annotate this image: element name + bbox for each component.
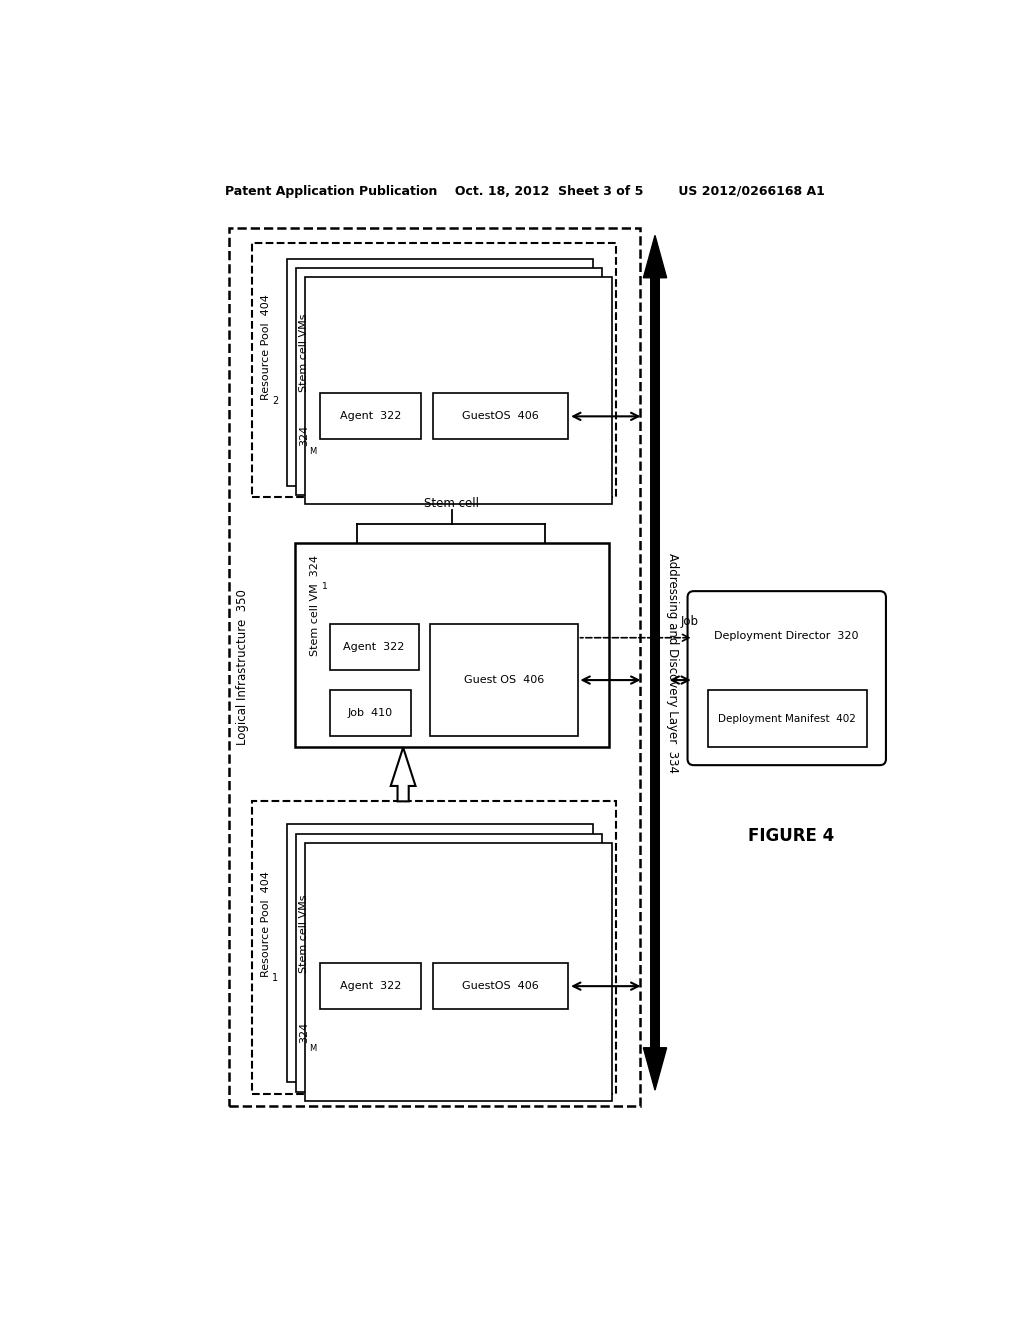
Bar [305,277,611,504]
Text: 1: 1 [272,973,279,983]
Text: Job: Job [681,615,698,628]
Text: Stem cell VMs: Stem cell VMs [299,314,309,392]
Bar [296,268,602,495]
Bar [432,393,568,440]
Text: Addressing and Discovery Layer  334: Addressing and Discovery Layer 334 [666,553,679,772]
Text: Resource Pool  404: Resource Pool 404 [261,294,271,400]
Text: 324: 324 [299,425,309,446]
Text: Stem cell VMs: Stem cell VMs [299,895,309,973]
Text: Deployment Director  320: Deployment Director 320 [715,631,859,640]
Text: GuestOS  406: GuestOS 406 [462,412,539,421]
Bar [432,964,568,1010]
Text: Agent  322: Agent 322 [340,981,401,991]
Bar [330,624,419,671]
Bar [650,277,659,1048]
Bar [305,843,611,1101]
Text: 324: 324 [299,1022,309,1043]
Bar [228,228,640,1106]
Text: Guest OS  406: Guest OS 406 [464,675,544,685]
Bar [252,801,616,1094]
Polygon shape [643,1048,667,1090]
Bar [295,544,608,747]
Text: Agent  322: Agent 322 [340,412,401,421]
Bar [287,259,593,486]
Text: 1: 1 [322,582,328,591]
Bar [252,243,616,498]
FancyBboxPatch shape [687,591,886,766]
Bar [321,964,421,1010]
Polygon shape [643,235,667,277]
Bar [330,689,411,737]
Text: Deployment Manifest  402: Deployment Manifest 402 [718,714,856,723]
Text: Job  410: Job 410 [347,708,393,718]
Text: 2: 2 [272,396,279,407]
Text: FIGURE 4: FIGURE 4 [748,828,834,845]
Text: Agent  322: Agent 322 [343,643,404,652]
Text: Patent Application Publication    Oct. 18, 2012  Sheet 3 of 5        US 2012/026: Patent Application Publication Oct. 18, … [225,185,824,198]
Bar [321,393,421,440]
Bar [430,624,578,737]
Text: M: M [309,1044,316,1053]
Text: GuestOS  406: GuestOS 406 [462,981,539,991]
FancyArrow shape [391,747,416,801]
Text: Logical Infrastructure  350: Logical Infrastructure 350 [237,589,249,744]
Bar [296,834,602,1092]
Bar [708,689,866,747]
Text: Resource Pool  404: Resource Pool 404 [261,871,271,978]
Text: Stem cell VM  324: Stem cell VM 324 [310,554,321,656]
Bar [287,825,593,1082]
Text: M: M [309,447,316,457]
Text: Stem cell: Stem cell [425,498,479,511]
